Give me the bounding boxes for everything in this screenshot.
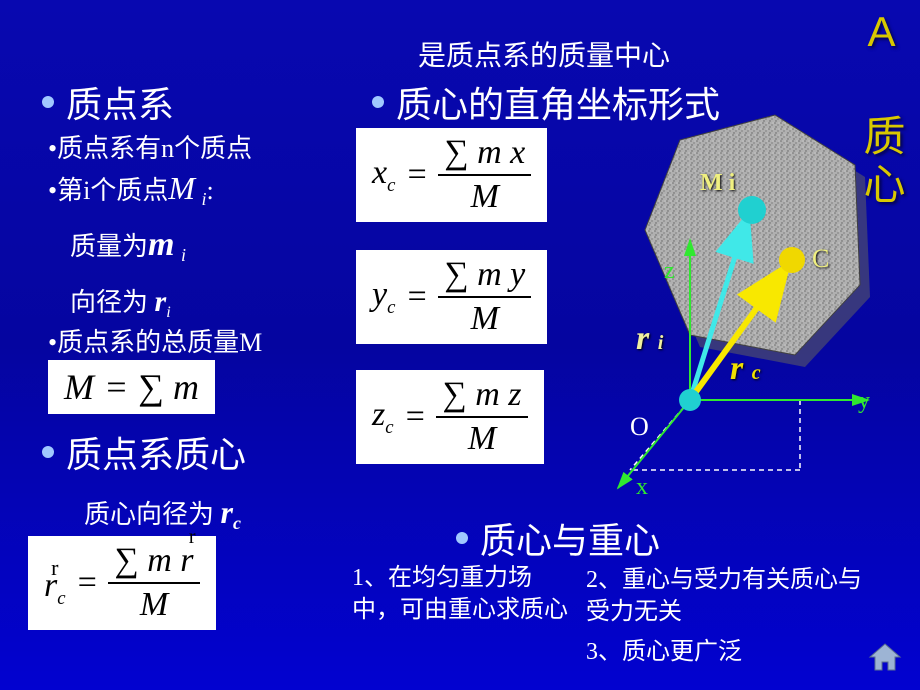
lhs: yc (372, 276, 395, 319)
text: 质点系有n个质点 (57, 134, 252, 163)
nav-home-button[interactable] (868, 642, 902, 672)
heading-text: 质点系 (66, 76, 174, 128)
denominator: M (134, 586, 174, 624)
point-Mi (738, 196, 766, 224)
formula-zc: zc = ∑ m z M (356, 370, 544, 464)
x-axis (618, 400, 690, 488)
denominator: M (462, 420, 502, 458)
left-line-2: •第i个质点M i: (48, 170, 214, 210)
sym-m: m (148, 226, 174, 263)
heading-text: 质点系质心 (66, 426, 246, 478)
bullet-icon (42, 446, 54, 458)
point-C (779, 247, 805, 273)
fraction-bar (108, 582, 199, 584)
fraction-bar (436, 416, 527, 418)
left-line-3: 质量为m i (70, 226, 186, 266)
bottom-note-3: 3、质心更广泛 (586, 636, 876, 668)
sym-r: r (221, 494, 233, 530)
heading-left-2: 质点系质心 (42, 426, 246, 478)
fraction-bar (438, 296, 531, 298)
label-x: x (636, 474, 648, 501)
lhs-vec: r rc (44, 561, 66, 605)
label-ri: r i (636, 320, 663, 358)
sym-r: r (155, 285, 167, 318)
label-y: y (858, 388, 870, 415)
equals: = (104, 366, 128, 408)
bottom-note-1: 1、在均匀重力场中，可由重心求质心 (352, 562, 572, 627)
label-rc: r c (730, 350, 761, 388)
fraction-bar (438, 174, 531, 176)
formula-mass-sum: M = ∑ m (48, 360, 215, 414)
top-note: 是质点系的质量中心 (418, 34, 670, 74)
sym-M: M (168, 170, 195, 206)
formula-xc: xc = ∑ m x M (356, 128, 547, 222)
vec-top: r (189, 526, 196, 549)
denominator: M (465, 300, 505, 338)
text: 质点系的总质量M (57, 328, 262, 357)
formula-yc: yc = ∑ m y M (356, 250, 547, 344)
denominator: M (465, 178, 505, 216)
point-O (679, 389, 701, 411)
lhs: zc (372, 396, 394, 439)
equals: = (76, 564, 99, 602)
fraction: ∑ m x M (438, 134, 531, 216)
label-Mi: M i (700, 170, 735, 197)
text: 向径为 (70, 288, 148, 317)
equals: = (404, 398, 427, 436)
bottom-note-2: 2、重心与受力有关质心与受力无关 (586, 564, 876, 629)
equals: = (405, 156, 428, 194)
sub-i: i (181, 245, 186, 265)
rhs: ∑ m (138, 366, 199, 408)
bullet-icon (42, 96, 54, 108)
left-line-5: •质点系的总质量M (48, 322, 262, 359)
sub-i: i (166, 304, 170, 321)
equals: = (405, 278, 428, 316)
text: 质量为 (70, 232, 148, 261)
left-line-6: 质心向径为 rc (84, 494, 241, 534)
house-icon (868, 642, 902, 672)
lhs-sub: c (57, 588, 65, 609)
heading-left-1: 质点系 (42, 76, 174, 128)
label-O: O (630, 412, 649, 442)
fraction: ∑ m y M (438, 256, 531, 338)
text: 第i个质点 (57, 176, 168, 205)
diagram-3d: O x y z M i C r i r c (600, 110, 880, 480)
heading-right-2: 质心与重心 (456, 512, 660, 564)
numerator: ∑ m y (438, 256, 531, 294)
label-z: z (664, 258, 675, 285)
numerator: ∑ m z (436, 376, 527, 414)
bullet-icon (372, 96, 384, 108)
lhs: M (64, 366, 94, 408)
label-C: C (812, 244, 829, 274)
left-line-4: 向径为 ri (70, 282, 171, 322)
heading-text: 质心与重心 (480, 512, 660, 564)
lhs: r (44, 567, 57, 604)
text: 质心向径为 (84, 500, 214, 529)
sub-c: c (233, 513, 241, 533)
numerator: ∑ m x (438, 134, 531, 172)
bullet-icon (456, 532, 468, 544)
formula-rc: r rc = r ∑ m r M (28, 536, 216, 630)
fraction: r ∑ m r M (108, 542, 199, 624)
fraction: ∑ m z M (436, 376, 527, 458)
left-line-1: •质点系有n个质点 (48, 128, 252, 165)
lhs: xc (372, 154, 395, 197)
colon: : (207, 176, 214, 205)
numerator: r ∑ m r (108, 542, 199, 580)
